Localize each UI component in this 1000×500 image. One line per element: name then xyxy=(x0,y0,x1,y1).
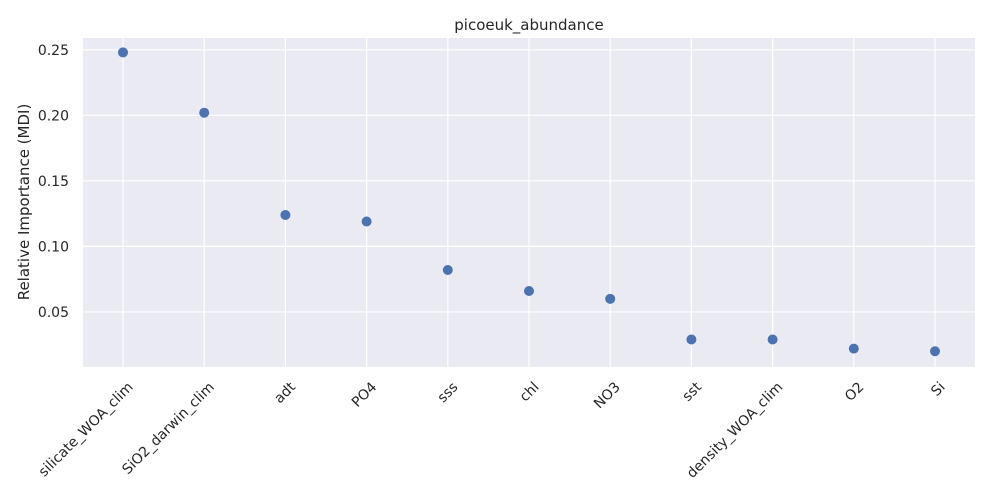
y-axis-ticks: 0.05 0.10 0.15 0.20 0.25 xyxy=(38,43,69,321)
y-tick-label: 0.15 xyxy=(38,174,69,190)
data-point xyxy=(605,293,616,304)
data-point xyxy=(361,216,372,227)
data-point xyxy=(686,334,697,345)
x-tick-label: NO3 xyxy=(591,379,624,412)
data-point xyxy=(118,47,128,58)
data-points xyxy=(118,47,940,357)
data-point xyxy=(280,209,291,220)
x-tick-label: O2 xyxy=(842,379,867,404)
data-point xyxy=(442,265,453,276)
data-point xyxy=(199,107,210,118)
y-tick-label: 0.20 xyxy=(38,108,69,124)
x-tick-label: PO4 xyxy=(349,379,380,410)
data-point xyxy=(930,346,940,357)
x-tick-label: adt xyxy=(271,379,299,407)
y-tick-label: 0.25 xyxy=(38,43,69,59)
x-tick-label: Si xyxy=(928,379,948,399)
x-tick-label: SiO2_darwin_clim xyxy=(119,379,217,477)
y-tick-label: 0.05 xyxy=(38,305,69,321)
x-tick-label: sss xyxy=(435,379,462,406)
y-axis-label: Relative Importance (MDI) xyxy=(15,104,33,301)
data-point xyxy=(767,334,778,345)
data-point xyxy=(848,343,859,354)
x-tick-label: sst xyxy=(680,379,706,405)
x-tick-label: chl xyxy=(517,379,543,405)
chart-title: picoeuk_abundance xyxy=(454,16,603,35)
data-point xyxy=(524,285,534,296)
y-tick-label: 0.10 xyxy=(38,239,69,255)
grid xyxy=(83,38,975,367)
